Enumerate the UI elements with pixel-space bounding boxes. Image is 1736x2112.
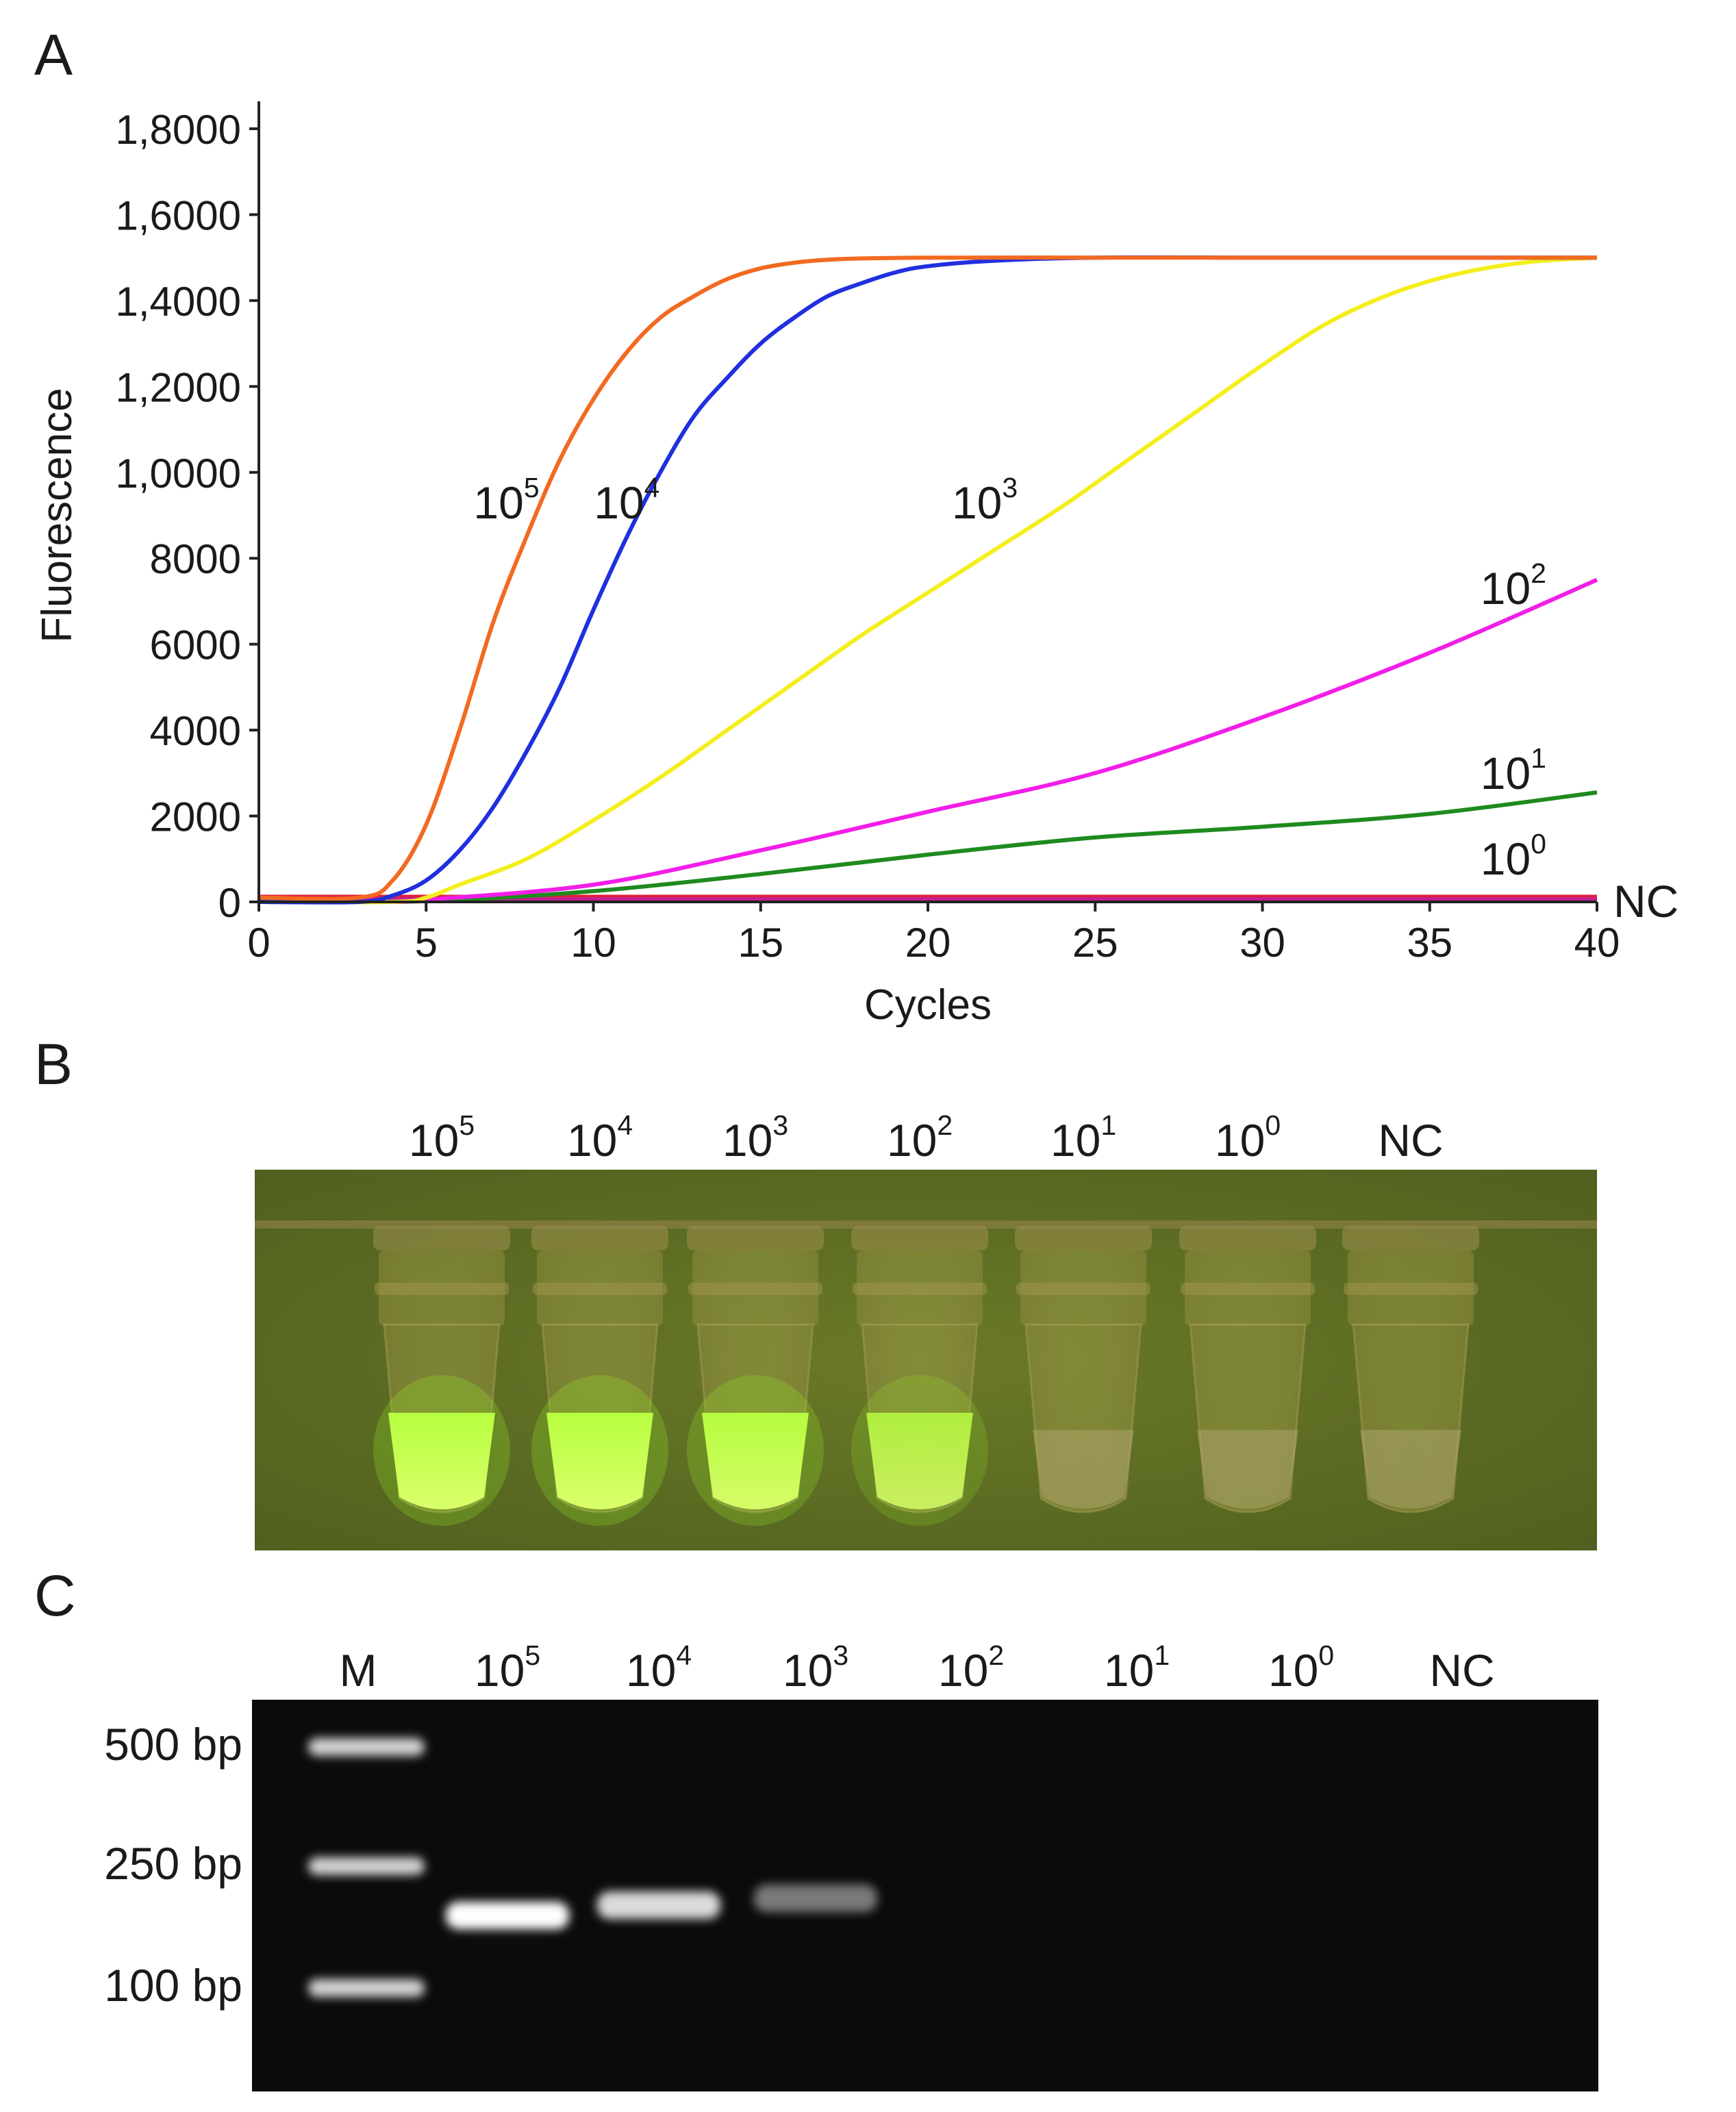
ladder-band [308, 1738, 425, 1756]
y-tick-label: 1,6000 [115, 192, 241, 238]
gel-lane-label-5: 101 [1103, 1639, 1170, 1696]
gel-lane-label-3: 103 [782, 1639, 849, 1696]
tube-1 [373, 1226, 510, 1526]
y-tick-label: 4000 [150, 708, 241, 754]
marker-lane-label: M [339, 1645, 377, 1696]
tube-label-6: 100 [1214, 1109, 1281, 1166]
tube-glow-2 [546, 1413, 653, 1509]
y-tick-label: 1,2000 [115, 364, 241, 410]
tube-label-1: 105 [408, 1109, 475, 1166]
y-axis-title: Fluorescence [34, 388, 81, 642]
tube-label-2: 104 [566, 1109, 633, 1166]
y-tick-label: 6000 [150, 623, 241, 668]
gel-lane-label-6: 100 [1268, 1639, 1335, 1696]
tube-6 [1179, 1226, 1316, 1513]
x-tick-label: 20 [905, 920, 951, 966]
tube-label-3: 103 [722, 1109, 789, 1166]
x-tick-label: 30 [1240, 920, 1285, 966]
tube-4 [851, 1226, 988, 1526]
tube-7 [1342, 1226, 1479, 1513]
y-tick-label: 1,0000 [115, 451, 241, 496]
y-tick-label: 1,4000 [115, 279, 241, 325]
curve-label-10-4: 104 [594, 471, 660, 528]
y-tick-label: 1,8000 [115, 107, 241, 153]
y-tick-label: 0 [218, 880, 241, 926]
panel-b-letter: B [34, 1032, 73, 1096]
x-tick-label: 0 [247, 920, 270, 966]
gel-band-3 [754, 1885, 877, 1912]
tube-label-5: 101 [1050, 1109, 1117, 1166]
curve-label-10-0: 100 [1480, 828, 1546, 885]
x-tick-label: 25 [1072, 920, 1118, 966]
gel-lane-label-2: 104 [625, 1639, 692, 1696]
y-tick-label: 8000 [150, 536, 241, 582]
curve-label-10-3: 103 [951, 471, 1018, 528]
curve-label-10-2: 102 [1480, 557, 1546, 614]
series-line-10-1 [258, 790, 1598, 905]
ladder-size-label: 250 bp [104, 1838, 242, 1889]
gel-band-1 [446, 1902, 569, 1929]
x-tick-label: 10 [570, 920, 616, 966]
gel-band-2 [597, 1891, 720, 1919]
x-axis-title: Cycles [864, 981, 992, 1027]
ladder-band [308, 1857, 425, 1875]
x-tick-label: 40 [1574, 920, 1620, 966]
x-tick-label: 35 [1407, 920, 1452, 966]
tube-label-7: NC [1378, 1115, 1444, 1166]
tube-glow-1 [388, 1413, 495, 1509]
y-tick-label: 2000 [150, 794, 241, 840]
curve-label-10-5: 105 [473, 471, 540, 528]
series-line-10-4 [258, 255, 1597, 905]
gel-lane-label-7: NC [1429, 1645, 1495, 1696]
tube-5 [1015, 1226, 1152, 1513]
curve-label-nc: NC [1613, 876, 1679, 927]
amplification-chart: 0 2000 4000 6000 8000 1,0000 1,2000 1,4000 1,600… [34, 101, 1620, 1027]
panel-c-letter: C [34, 1563, 76, 1628]
tube-glow-4 [866, 1413, 973, 1509]
tube-2 [531, 1226, 668, 1526]
tube-3 [687, 1226, 824, 1526]
series-line-10-5 [258, 255, 1597, 901]
agarose-gel-photo [252, 1700, 1598, 2091]
gel-lane-label-1: 105 [474, 1639, 541, 1696]
ladder-band [308, 1979, 425, 1997]
tube-glow-3 [702, 1413, 809, 1509]
ladder-size-label: 100 bp [104, 1960, 242, 2011]
gel-lane-label-4: 102 [938, 1639, 1005, 1696]
series-line-10-3 [258, 255, 1598, 905]
uv-tube-photo [255, 1170, 1597, 1550]
curve-label-10-1: 101 [1480, 742, 1546, 799]
x-tick-label: 15 [738, 920, 783, 966]
tube-label-4: 102 [886, 1109, 953, 1166]
x-tick-label: 5 [415, 920, 438, 966]
panel-a-letter: A [34, 23, 73, 87]
ladder-size-label: 500 bp [104, 1719, 242, 1770]
